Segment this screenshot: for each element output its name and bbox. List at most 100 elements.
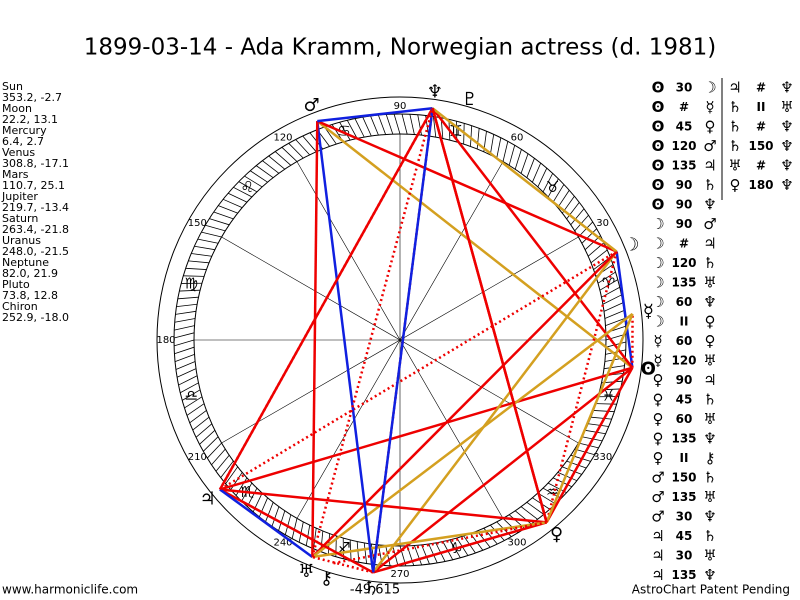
planet-name: Saturn [2, 212, 38, 225]
ring-hatch [199, 430, 216, 445]
ring-hatch [183, 275, 205, 277]
aspect-type: # [756, 81, 766, 95]
aspect-planet: ♅ [780, 98, 793, 116]
ring-hatch [211, 448, 226, 466]
aspect-planet: ♀ [653, 391, 664, 409]
aspect-planet: ♆ [703, 430, 716, 448]
aspect-type: 60 [676, 412, 693, 426]
ring-hatch [393, 113, 401, 135]
aspect-planet: ♀ [653, 449, 664, 467]
aspect-planet: ♃ [651, 527, 664, 545]
planet-name: Moon [2, 102, 32, 115]
ring-hatch [258, 497, 268, 518]
aspect-planet: ♄ [703, 391, 716, 409]
aspect-line [316, 119, 618, 253]
planet-glyph: ♃ [200, 489, 216, 510]
planet-glyph: ʘ [641, 359, 656, 380]
planet-coords: 353.2, -2.7 [2, 91, 62, 104]
ring-hatch [526, 158, 535, 178]
ring-hatch [174, 346, 195, 355]
aspect-planet: ♄ [728, 118, 741, 136]
degree-label: 210 [188, 452, 207, 463]
aspect-line [312, 555, 374, 574]
aspect-line [311, 121, 319, 557]
ring-hatch [537, 492, 556, 505]
ring-hatch [377, 114, 387, 135]
planet-name: Venus [2, 146, 35, 159]
ring-hatch [313, 528, 317, 549]
aspect-planet: ʘ [652, 196, 665, 214]
ring-hatch [537, 167, 548, 188]
ring-hatch [185, 267, 207, 270]
ring-hatch [175, 310, 197, 315]
ring-hatch [476, 128, 480, 150]
aspect-line [218, 107, 434, 491]
ring-hatch [578, 221, 593, 238]
ring-hatch [409, 114, 415, 135]
ring-hatch [215, 454, 230, 472]
aspect-type: 90 [676, 373, 693, 387]
ring-hatch [281, 147, 298, 162]
ring-hatch [173, 339, 195, 347]
ring-hatch [590, 249, 608, 264]
ring-hatch [401, 113, 408, 135]
ring-hatch [508, 145, 516, 166]
planet-coords: 248.0, -21.5 [2, 245, 69, 258]
planet-glyph: ♇ [462, 89, 478, 110]
planet-glyph: ☿ [643, 301, 654, 322]
ring-hatch [176, 368, 197, 378]
planet-name: Mercury [2, 124, 47, 137]
degree-label: 330 [593, 452, 612, 463]
ring-hatch [566, 460, 587, 469]
sign-glyph: ♓ [602, 386, 615, 404]
ring-hatch [588, 423, 609, 427]
aspect-planet: ♆ [780, 157, 793, 175]
ring-hatch [225, 466, 238, 484]
degree-label: 30 [596, 218, 609, 229]
ring-hatch [581, 228, 597, 244]
sign-glyph: ♌ [241, 178, 254, 196]
ring-hatch [209, 218, 230, 226]
aspect-planet: ♀ [705, 332, 716, 350]
aspect-line [219, 250, 618, 491]
degree-label: 60 [511, 132, 524, 143]
aspect-planet: ♆ [780, 176, 793, 194]
planet-coords: 73.8, 12.8 [2, 289, 58, 302]
aspect-planet: ʘ [652, 118, 665, 136]
aspect-type: 135 [671, 159, 696, 173]
aspect-planet: ♀ [653, 371, 664, 389]
ring-hatch [207, 442, 222, 459]
aspect-planet: ☿ [653, 352, 662, 370]
aspect-planet: ♄ [728, 98, 741, 116]
ring-hatch [385, 545, 391, 566]
ring-hatch [557, 472, 578, 482]
ring-hatch [593, 410, 615, 413]
ring-hatch [597, 271, 616, 284]
ring-hatch [220, 460, 234, 478]
aspect-planet: ☿ [653, 332, 662, 350]
aspect-type: 60 [676, 334, 693, 348]
aspect-type: # [679, 100, 689, 114]
ring-hatch [278, 510, 286, 531]
aspect-type: 90 [676, 178, 693, 192]
aspect-line [545, 313, 634, 523]
aspect-line [371, 108, 434, 573]
ring-hatch [520, 506, 538, 520]
aspect-planet: ♅ [728, 157, 741, 175]
ring-hatch [222, 198, 243, 208]
ring-hatch [433, 116, 437, 138]
ring-hatch [476, 530, 491, 548]
ring-hatch [385, 114, 394, 135]
aspect-type: # [756, 159, 766, 173]
ring-hatch [184, 396, 203, 409]
aspect-type: II [757, 100, 766, 114]
title: 1899-03-14 - Ada Kramm, Norwegian actres… [84, 35, 717, 61]
ring-hatch [298, 521, 304, 543]
ring-hatch [244, 175, 263, 188]
ring-hatch [605, 317, 626, 327]
ring-hatch [262, 160, 280, 174]
aspect-planet: ⚷ [705, 449, 716, 467]
planet-coords: 82.0, 21.9 [2, 267, 58, 280]
ring-hatch [295, 139, 310, 156]
ring-hatch [178, 375, 198, 386]
